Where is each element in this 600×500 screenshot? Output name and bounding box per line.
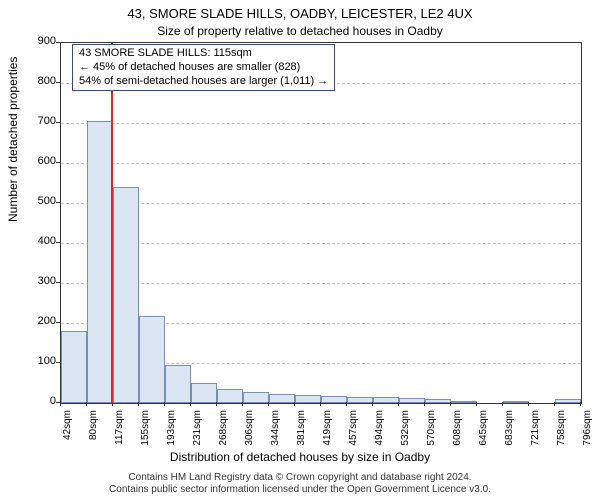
x-tick-mark (138, 402, 139, 406)
x-tick-label: 117sqm (114, 410, 125, 454)
y-tick-mark (56, 282, 60, 283)
x-tick-mark (398, 402, 399, 406)
x-tick-mark (320, 402, 321, 406)
histogram-bar (295, 395, 321, 403)
property-marker-line (111, 43, 113, 403)
y-tick-label: 300 (16, 275, 56, 287)
annotation-box: 43 SMORE SLADE HILLS: 115sqm ← 45% of de… (72, 44, 335, 91)
y-tick-mark (56, 322, 60, 323)
x-tick-label: 231sqm (192, 410, 203, 454)
y-tick-label: 0 (16, 395, 56, 407)
x-tick-label: 721sqm (530, 410, 541, 454)
x-tick-mark (502, 402, 503, 406)
chart-title-main: 43, SMORE SLADE HILLS, OADBY, LEICESTER,… (0, 6, 600, 21)
x-tick-label: 419sqm (322, 410, 333, 454)
x-tick-mark (372, 402, 373, 406)
x-tick-mark (164, 402, 165, 406)
x-tick-label: 381sqm (296, 410, 307, 454)
x-tick-label: 645sqm (478, 410, 489, 454)
annotation-line-1: 43 SMORE SLADE HILLS: 115sqm (79, 47, 328, 61)
y-tick-mark (56, 362, 60, 363)
gridline (61, 243, 581, 244)
x-tick-label: 758sqm (556, 410, 567, 454)
annotation-line-3: 54% of semi-detached houses are larger (… (79, 75, 328, 89)
y-tick-mark (56, 122, 60, 123)
histogram-bar (269, 394, 295, 403)
y-tick-mark (56, 202, 60, 203)
x-tick-label: 570sqm (426, 410, 437, 454)
histogram-bar (165, 365, 191, 403)
gridline (61, 283, 581, 284)
x-tick-mark (86, 402, 87, 406)
x-tick-label: 532sqm (400, 410, 411, 454)
x-tick-mark (450, 402, 451, 406)
histogram-bar (113, 187, 139, 403)
x-tick-label: 155sqm (140, 410, 151, 454)
property-size-chart: 43, SMORE SLADE HILLS, OADBY, LEICESTER,… (0, 0, 600, 500)
x-tick-label: 42sqm (62, 410, 73, 454)
histogram-bar (191, 383, 217, 403)
x-tick-mark (216, 402, 217, 406)
x-tick-mark (242, 402, 243, 406)
y-tick-mark (56, 162, 60, 163)
y-tick-label: 800 (16, 75, 56, 87)
histogram-bar (503, 401, 529, 403)
x-tick-mark (190, 402, 191, 406)
histogram-bar (217, 389, 243, 403)
x-tick-label: 608sqm (452, 410, 463, 454)
plot-area (60, 42, 582, 404)
histogram-bar (399, 398, 425, 403)
y-tick-label: 400 (16, 235, 56, 247)
x-tick-label: 193sqm (166, 410, 177, 454)
x-tick-label: 683sqm (504, 410, 515, 454)
x-tick-mark (476, 402, 477, 406)
annotation-line-2: ← 45% of detached houses are smaller (82… (79, 61, 328, 75)
histogram-bar (61, 331, 87, 403)
histogram-bar (347, 397, 373, 403)
y-tick-label: 100 (16, 355, 56, 367)
x-tick-label: 306sqm (244, 410, 255, 454)
y-tick-label: 700 (16, 115, 56, 127)
x-tick-mark (528, 402, 529, 406)
x-tick-label: 457sqm (348, 410, 359, 454)
histogram-bar (425, 399, 451, 403)
histogram-bar (555, 399, 581, 403)
x-tick-label: 796sqm (582, 410, 593, 454)
x-tick-label: 494sqm (374, 410, 385, 454)
x-tick-mark (580, 402, 581, 406)
histogram-bar (243, 392, 269, 403)
x-tick-label: 344sqm (270, 410, 281, 454)
x-tick-mark (346, 402, 347, 406)
y-tick-label: 500 (16, 195, 56, 207)
y-tick-label: 900 (16, 35, 56, 47)
y-tick-mark (56, 242, 60, 243)
x-tick-mark (424, 402, 425, 406)
x-tick-mark (60, 402, 61, 406)
gridline (61, 123, 581, 124)
x-tick-mark (554, 402, 555, 406)
histogram-bar (139, 316, 165, 403)
x-tick-label: 268sqm (218, 410, 229, 454)
chart-title-sub: Size of property relative to detached ho… (0, 24, 600, 38)
x-tick-label: 80sqm (88, 410, 99, 454)
chart-footer: Contains HM Land Registry data © Crown c… (0, 472, 600, 496)
gridline (61, 163, 581, 164)
histogram-bar (321, 396, 347, 403)
y-tick-mark (56, 82, 60, 83)
histogram-bar (87, 121, 113, 403)
histogram-bar (373, 397, 399, 403)
y-tick-label: 600 (16, 155, 56, 167)
y-tick-label: 200 (16, 315, 56, 327)
footer-line-1: Contains HM Land Registry data © Crown c… (0, 472, 600, 484)
x-tick-mark (268, 402, 269, 406)
x-tick-mark (294, 402, 295, 406)
footer-line-2: Contains public sector information licen… (0, 484, 600, 496)
histogram-bar (451, 401, 477, 403)
gridline (61, 203, 581, 204)
y-tick-mark (56, 42, 60, 43)
